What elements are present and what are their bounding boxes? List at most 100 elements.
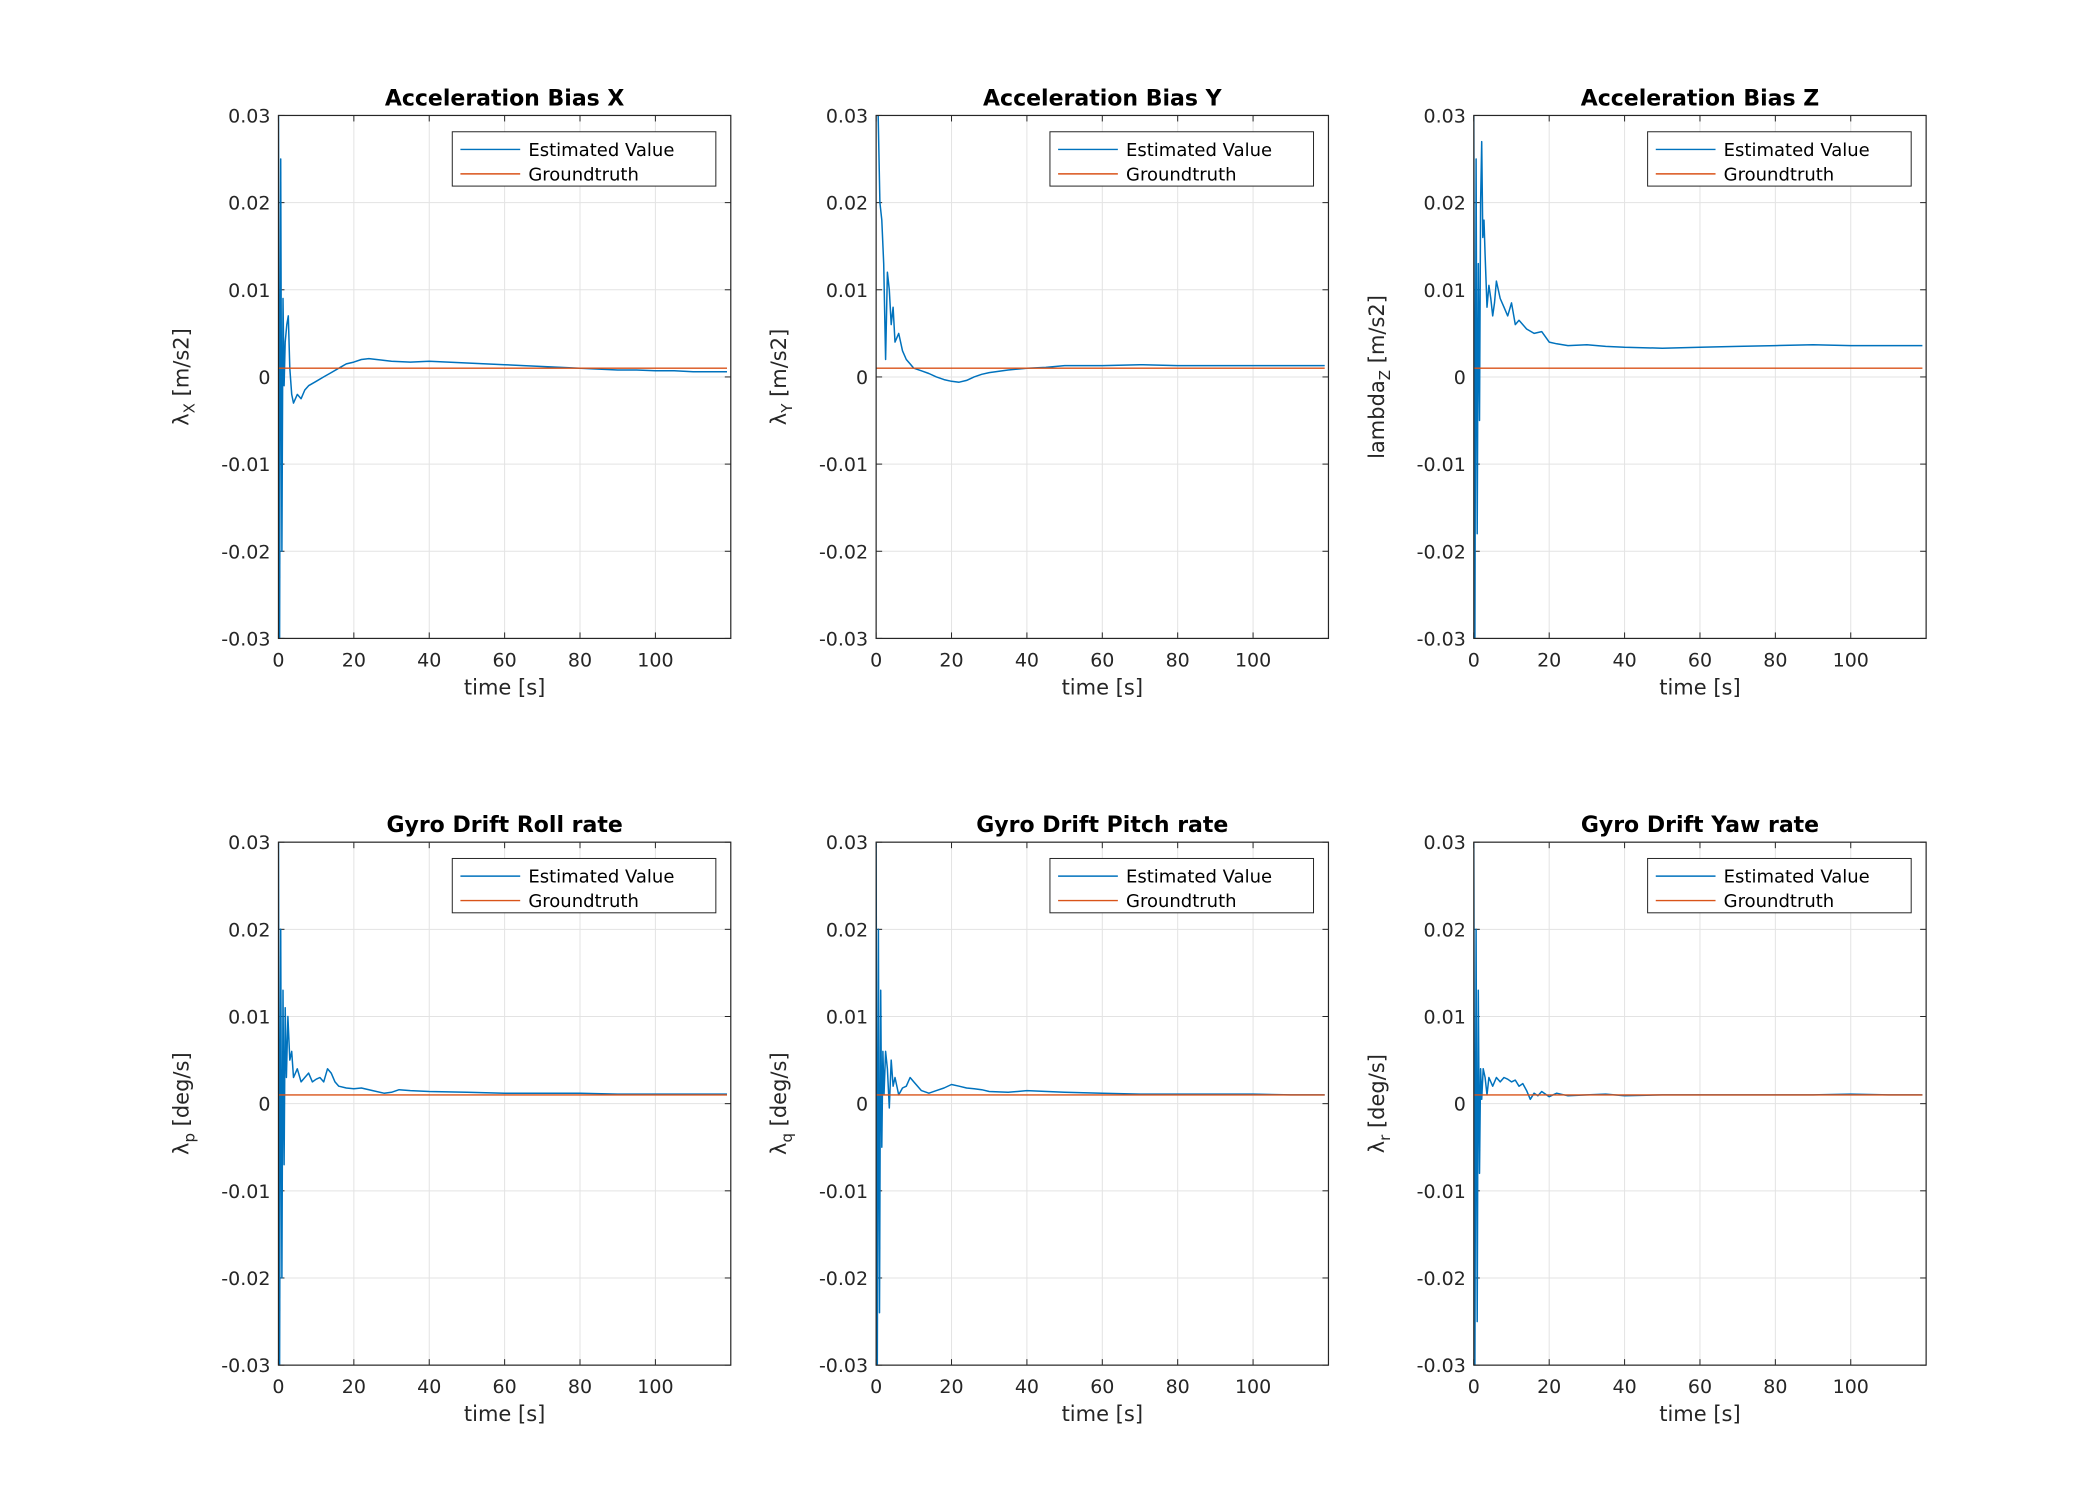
series-group [876,115,1325,383]
y-axis-label-sub: X [180,403,198,413]
y-tick-label: 0 [1454,367,1466,389]
x-tick-label: 40 [1612,1376,1636,1398]
y-tick-label: 0 [258,367,270,389]
legend-label: Groundtruth [528,164,639,185]
y-tick-label: 0 [856,367,868,389]
y-axis-label-unit: [deg/s] [767,1052,791,1133]
series-group [1473,115,1923,639]
subplot-4: 0 20 40 60 80 100 -0.03 -0.02 -0.01 0 0.01 0.02 0.03… [169,813,732,1426]
legend-box [451,131,717,187]
x-tick-label: 20 [342,649,366,671]
x-axis-label: time [s] [1659,675,1740,699]
subplot-title: Acceleration Bias Z [1581,86,1820,111]
x-tick-label: 0 [1468,649,1480,671]
x-tick-label: 60 [493,649,517,671]
y-tick-label: 0.01 [1423,280,1465,302]
y-tick-label: 0.03 [228,832,270,854]
y-axis-label-unit: [m/s2] [1365,295,1389,370]
x-axis-label: time [s] [1062,675,1143,699]
y-tick-label: -0.03 [221,1355,270,1377]
legend-label: Estimated Value [1126,867,1272,888]
y-tick-label: 0 [258,1094,270,1116]
estimated-value-line [1473,115,1923,639]
subplot-title: Acceleration Bias Y [983,86,1223,111]
x-tick-label: 60 [1688,1376,1712,1398]
x-tick-label: 40 [1612,649,1636,671]
y-tick-label: 0.02 [228,919,270,941]
y-tick-label: 0 [856,1094,868,1116]
y-tick-label: -0.03 [819,1355,868,1377]
y-tick-label: 0.01 [1423,1006,1465,1028]
y-axis-label-sub: q [778,1133,796,1143]
y-tick-label: 0.01 [228,280,270,302]
x-tick-label: 100 [1235,649,1271,671]
legend-label: Estimated Value [1724,867,1870,888]
estimated-value-line [278,842,727,1366]
y-axis-label-unit: [deg/s] [169,1052,193,1133]
y-tick-label: 0.02 [1423,919,1465,941]
y-tick-label: 0.01 [228,1006,270,1028]
y-tick-label: 0.03 [1423,105,1465,127]
x-tick-label: 40 [1015,649,1039,671]
series-group [1473,842,1923,1366]
axes-box [875,114,1330,640]
x-tick-label: 20 [939,649,963,671]
legend-box [1049,857,1315,914]
y-tick-label: -0.03 [1417,628,1466,650]
y-axis-label-unit: [m/s2] [767,329,791,404]
y-tick-label: 0.02 [826,193,868,215]
legend: Estimated Value Groundtruth [1647,857,1912,914]
y-axis-label-sub: p [180,1133,198,1143]
y-axis-label-unit: [m/s2] [169,328,193,403]
y-tick-label: -0.02 [819,541,868,563]
estimated-value-line [876,842,1325,1366]
subplot-title: Gyro Drift Roll rate [386,813,622,838]
y-tick-label: 0.03 [1423,832,1465,854]
x-tick-label: 80 [1763,649,1787,671]
x-tick-label: 0 [272,1376,284,1398]
series-group [278,115,727,639]
x-axis-label: time [s] [464,1402,545,1426]
axes-box [875,841,1330,1366]
x-tick-label: 60 [493,1376,517,1398]
legend-label: Estimated Value [528,867,674,888]
y-axis-label: λX [m/s2] [169,328,198,426]
series-group [876,842,1325,1366]
legend: Estimated Value Groundtruth [1647,131,1912,187]
y-axis-label-unit: [deg/s] [1365,1054,1389,1135]
y-tick-label: -0.01 [819,454,868,476]
x-tick-label: 60 [1688,649,1712,671]
y-tick-label: -0.02 [221,541,270,563]
legend: Estimated Value Groundtruth [1049,131,1315,187]
x-tick-label: 20 [939,1376,963,1398]
legend-label: Groundtruth [1126,891,1237,912]
y-tick-label: -0.01 [1417,1181,1466,1203]
x-axis-label: time [s] [464,675,545,699]
x-tick-label: 20 [1537,1376,1561,1398]
x-tick-label: 100 [1833,1376,1869,1398]
y-tick-label: -0.02 [1417,1268,1466,1290]
y-tick-label: -0.03 [1417,1355,1466,1377]
x-tick-label: 100 [637,1376,673,1398]
x-axis-label: time [s] [1062,1402,1143,1426]
y-axis-label-sub: r [1376,1134,1394,1141]
x-tick-label: 80 [568,1376,592,1398]
y-axis-label: λp [deg/s] [169,1052,198,1155]
x-tick-label: 0 [1468,1376,1480,1398]
y-tick-label: -0.03 [221,628,270,650]
subplot-1: 0 20 40 60 80 100 -0.03 -0.02 -0.01 0 0.01 0.02 0.03… [169,86,732,699]
estimated-value-line [876,115,1325,383]
x-tick-label: 100 [637,649,673,671]
y-tick-label: 0.03 [826,832,868,854]
legend-label: Groundtruth [1126,164,1237,185]
subplot-title: Acceleration Bias X [385,86,625,111]
y-tick-label: -0.01 [1417,454,1466,476]
axes-box [1473,114,1927,640]
x-tick-label: 40 [417,649,441,671]
x-tick-label: 80 [1763,1376,1787,1398]
y-tick-label: -0.02 [221,1268,270,1290]
y-tick-label: -0.01 [819,1181,868,1203]
y-axis-label: λr [deg/s] [1365,1054,1394,1153]
y-tick-label: 0 [1454,1094,1466,1116]
